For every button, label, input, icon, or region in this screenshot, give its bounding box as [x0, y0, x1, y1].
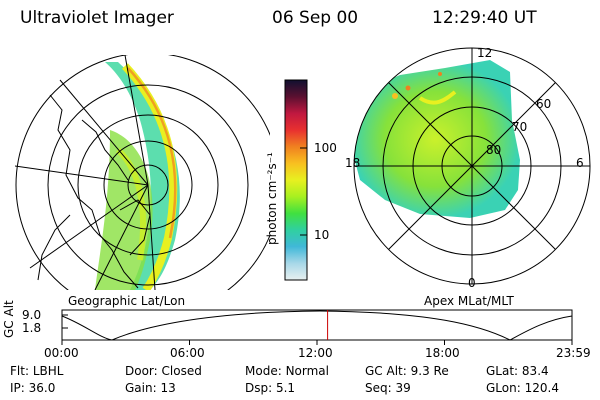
instrument-title: Ultraviolet Imager — [20, 8, 174, 28]
info-ip: IP: 36.0 — [10, 381, 56, 395]
lat-label-80: 80 — [486, 143, 502, 157]
timeline-xtick-0000: 00:00 — [44, 346, 79, 360]
coastlines — [37, 94, 151, 289]
timeline-xtick-2359: 23:59 — [556, 346, 591, 360]
lat-label-60: 60 — [536, 97, 552, 111]
info-gain: Gain: 13 — [125, 381, 176, 395]
info-gc-alt: GC Alt: 9.3 Re — [365, 364, 449, 378]
timeline-xtick-1800: 18:00 — [425, 346, 460, 360]
timeline-xtick-0600: 06:00 — [170, 346, 205, 360]
timeline-ylabel: GC Alt — [2, 300, 16, 338]
mlt-label-18: 18 — [345, 156, 361, 170]
info-glat: GLat: 83.4 — [486, 364, 549, 378]
info-flt: Flt: LBHL — [10, 364, 64, 378]
date-label: 06 Sep 00 — [272, 8, 359, 28]
time-label: 12:29:40 UT — [432, 8, 537, 28]
colorbar-tick-10: 10 — [314, 228, 330, 242]
mlt-label-6: 6 — [576, 156, 584, 170]
right-map-caption: Apex MLat/MLT — [424, 294, 514, 308]
lat-circles — [15, 55, 270, 290]
lat-label-70: 70 — [512, 120, 528, 134]
left-map-caption: Geographic Lat/Lon — [68, 294, 186, 308]
polar-aurora — [354, 60, 520, 218]
info-glon: GLon: 120.4 — [486, 381, 559, 395]
mlt-label-12: 12 — [477, 46, 493, 60]
timeline-ytick-high: 9.0 — [22, 308, 42, 322]
polar-map — [353, 47, 591, 285]
info-mode: Mode: Normal — [245, 364, 329, 378]
timeline-xtick-1200: 12:00 — [298, 346, 333, 360]
aurora-fill — [95, 130, 153, 290]
meridians — [15, 55, 156, 290]
info-seq: Seq: 39 — [365, 381, 411, 395]
info-door: Door: Closed — [125, 364, 202, 378]
colorbar — [284, 79, 308, 281]
timeline-plot — [61, 309, 573, 345]
altitude-curve — [61, 310, 573, 341]
mlt-label-0: 0 — [468, 276, 476, 290]
geographic-map — [15, 55, 270, 290]
colorbar-unit-label: photon cm⁻²s⁻¹ — [265, 152, 279, 245]
colorbar-tick-100: 100 — [314, 141, 337, 155]
info-dsp: Dsp: 5.1 — [245, 381, 296, 395]
timeline-ytick-low: 1.8 — [22, 321, 42, 335]
